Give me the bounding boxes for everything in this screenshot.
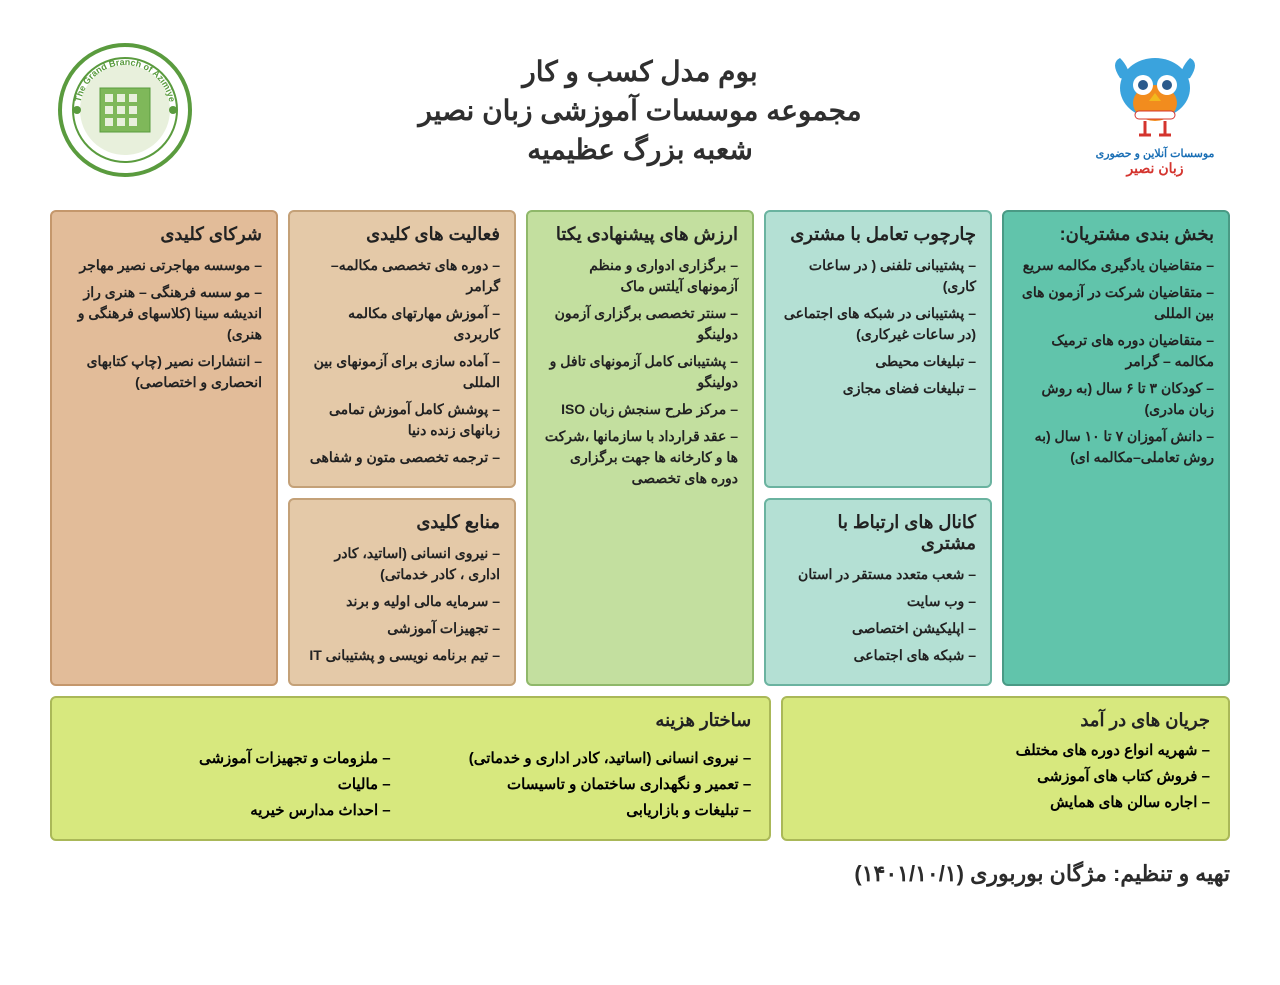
list-item: تبلیغات محیطی <box>780 351 976 372</box>
list-item: نیروی انسانی (اساتید، کادر اداری و خدمات… <box>431 749 752 767</box>
list-item: انتشارات نصیر (چاپ کتابهای انحصاری و اخت… <box>66 351 262 393</box>
list-item: تعمیر و نگهداری ساختمان و تاسیسات <box>431 775 752 793</box>
block-title: بخش بندی مشتریان: <box>1018 224 1214 245</box>
header: موسسات آنلاین و حضوری زبان نصیر بوم مدل … <box>50 40 1230 180</box>
list-item: پشتیبانی تلفنی ( در ساعات کاری) <box>780 255 976 297</box>
list-item: ترجمه تخصصی متون و شفاهی <box>304 447 500 468</box>
seal-logo-icon: The Grand Branch of Azimiye <box>55 40 195 180</box>
list-item: آموزش مهارتهای مکالمه کاربردی <box>304 303 500 345</box>
list-item: نیروی انسانی (اساتید، کادر اداری ، کادر … <box>304 543 500 585</box>
block-customer-segments: بخش بندی مشتریان: متقاضیان یادگیری مکالم… <box>1002 210 1230 686</box>
list-item: فروش کتاب های آموزشی <box>801 767 1210 785</box>
list-item: عقد قرارداد با سازمانها ،شرکت ها و کارخا… <box>542 426 738 489</box>
list-item: سنتر تخصصی برگزاری آزمون دولینگو <box>542 303 738 345</box>
title-line-2: مجموعه موسسات آموزشی زبان نصیر <box>200 94 1080 127</box>
title-line-1: بوم مدل کسب و کار <box>200 55 1080 88</box>
list-item: برگزاری ادواری و منظم آزمونهای آیلتس ماک <box>542 255 738 297</box>
block-channels: کانال های ارتباط با مشتری شعب متعدد مستق… <box>764 498 992 686</box>
list-item: اپلیکیشن اختصاصی <box>780 618 976 639</box>
block-title: شرکای کلیدی <box>66 224 262 245</box>
cost-col1: نیروی انسانی (اساتید، کادر اداری و خدمات… <box>431 741 752 827</box>
block-title: کانال های ارتباط با مشتری <box>780 512 976 554</box>
logo-caption-line2: زبان نصیر <box>1096 160 1215 177</box>
logo-left: The Grand Branch of Azimiye <box>50 40 200 180</box>
list-item: تیم برنامه نویسی و پشتیبانی IT <box>304 645 500 666</box>
list-item: پشتیبانی کامل آزمونهای تافل و دولینگو <box>542 351 738 393</box>
list-item: تبلیغات و بازاریابی <box>431 801 752 819</box>
block-cost-structure: ساختار هزینه نیروی انسانی (اساتید، کادر … <box>50 696 771 841</box>
title-block: بوم مدل کسب و کار مجموعه موسسات آموزشی ز… <box>200 49 1080 172</box>
block-items: موسسه مهاجرتی نصیر مهاجر مو سسه فرهنگی – … <box>66 255 262 393</box>
list-item: متقاضیان یادگیری مکالمه سریع <box>1018 255 1214 276</box>
block-title: منابع کلیدی <box>304 512 500 533</box>
list-item: مو سسه فرهنگی – هنری راز اندیشه سینا (کل… <box>66 282 262 345</box>
block-items: متقاضیان یادگیری مکالمه سریع متقاضیان شرک… <box>1018 255 1214 468</box>
list-item: موسسه مهاجرتی نصیر مهاجر <box>66 255 262 276</box>
bottom-row: جریان های در آمد شهریه انواع دوره های مخ… <box>50 696 1230 841</box>
block-revenue-streams: جریان های در آمد شهریه انواع دوره های مخ… <box>781 696 1230 841</box>
logo-right-caption: موسسات آنلاین و حضوری زبان نصیر <box>1096 147 1215 177</box>
list-item: آماده سازی برای آزمونهای بین المللی <box>304 351 500 393</box>
list-item: کودکان ۳ تا ۶ سال (به روش زبان مادری) <box>1018 378 1214 420</box>
cost-col2: ملزومات و تجهیزات آموزشی مالیات احداث مدار… <box>70 741 391 827</box>
list-item: پوشش کامل آموزش تمامی زبانهای زنده دنیا <box>304 399 500 441</box>
block-key-partners: شرکای کلیدی موسسه مهاجرتی نصیر مهاجر مو س… <box>50 210 278 686</box>
list-item: متقاضیان دوره های ترمیک مکالمه – گرامر <box>1018 330 1214 372</box>
list-item: شبکه های اجتماعی <box>780 645 976 666</box>
list-item: مالیات <box>70 775 391 793</box>
block-items: دوره های تخصصی مکالمه–گرامر آموزش مهارتها… <box>304 255 500 468</box>
list-item: شعب متعدد مستقر در استان <box>780 564 976 585</box>
list-item: شهریه انواع دوره های مختلف <box>801 741 1210 759</box>
block-items: شعب متعدد مستقر در استان وب سایت اپلیکیشن … <box>780 564 976 666</box>
list-item: وب سایت <box>780 591 976 612</box>
list-item: دوره های تخصصی مکالمه–گرامر <box>304 255 500 297</box>
block-title: جریان های در آمد <box>801 710 1210 731</box>
canvas-grid: بخش بندی مشتریان: متقاضیان یادگیری مکالم… <box>50 210 1230 686</box>
list-item: تبلیغات فضای مجازی <box>780 378 976 399</box>
list-item: پشتیبانی در شبکه های اجتماعی (در ساعات غ… <box>780 303 976 345</box>
list-item: دانش آموزان ۷ تا ۱۰ سال (به روش تعاملی–م… <box>1018 426 1214 468</box>
list-item: ملزومات و تجهیزات آموزشی <box>70 749 391 767</box>
footer-credit: تهیه و تنظیم: مژگان بوربوری (۱۴۰۱/۱۰/۱) <box>50 861 1230 887</box>
block-key-resources: منابع کلیدی نیروی انسانی (اساتید، کادر ا… <box>288 498 516 686</box>
list-item: تجهیزات آموزشی <box>304 618 500 639</box>
block-items: پشتیبانی تلفنی ( در ساعات کاری) پشتیبانی … <box>780 255 976 399</box>
logo-caption-line1: موسسات آنلاین و حضوری <box>1096 147 1215 160</box>
block-title: فعالیت های کلیدی <box>304 224 500 245</box>
block-title: ارزش های پیشنهادی یکتا <box>542 224 738 245</box>
block-title: چارچوب تعامل با مشتری <box>780 224 976 245</box>
list-item: متقاضیان شرکت در آزمون های بین المللی <box>1018 282 1214 324</box>
list-item: اجاره سالن های همایش <box>801 793 1210 811</box>
list-item: سرمایه مالی اولیه و برند <box>304 591 500 612</box>
block-items: نیروی انسانی (اساتید، کادر اداری ، کادر … <box>304 543 500 666</box>
block-title: ساختار هزینه <box>70 710 751 731</box>
logo-right: موسسات آنلاین و حضوری زبان نصیر <box>1080 43 1230 177</box>
bird-logo-icon <box>1105 43 1205 143</box>
block-customer-relationships: چارچوب تعامل با مشتری پشتیبانی تلفنی ( د… <box>764 210 992 488</box>
list-item: احداث مدارس خیریه <box>70 801 391 819</box>
block-key-activities: فعالیت های کلیدی دوره های تخصصی مکالمه–گ… <box>288 210 516 488</box>
list-item: مرکز طرح سنجش زبان ISO <box>542 399 738 420</box>
title-line-3: شعبه بزرگ عظیمیه <box>200 133 1080 166</box>
block-items: شهریه انواع دوره های مختلف فروش کتاب های … <box>801 741 1210 811</box>
block-items: برگزاری ادواری و منظم آزمونهای آیلتس ماک… <box>542 255 738 489</box>
block-value-propositions: ارزش های پیشنهادی یکتا برگزاری ادواری و … <box>526 210 754 686</box>
